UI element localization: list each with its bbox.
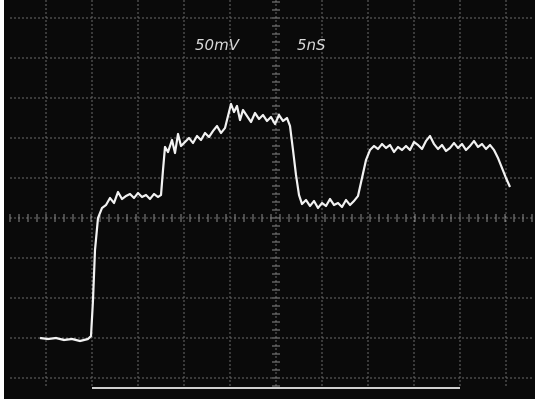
graticule bbox=[9, 0, 533, 388]
time-per-division: 5nS bbox=[297, 36, 326, 54]
volts-per-division: 50mV bbox=[195, 36, 241, 54]
waveform-trace bbox=[39, 102, 512, 343]
